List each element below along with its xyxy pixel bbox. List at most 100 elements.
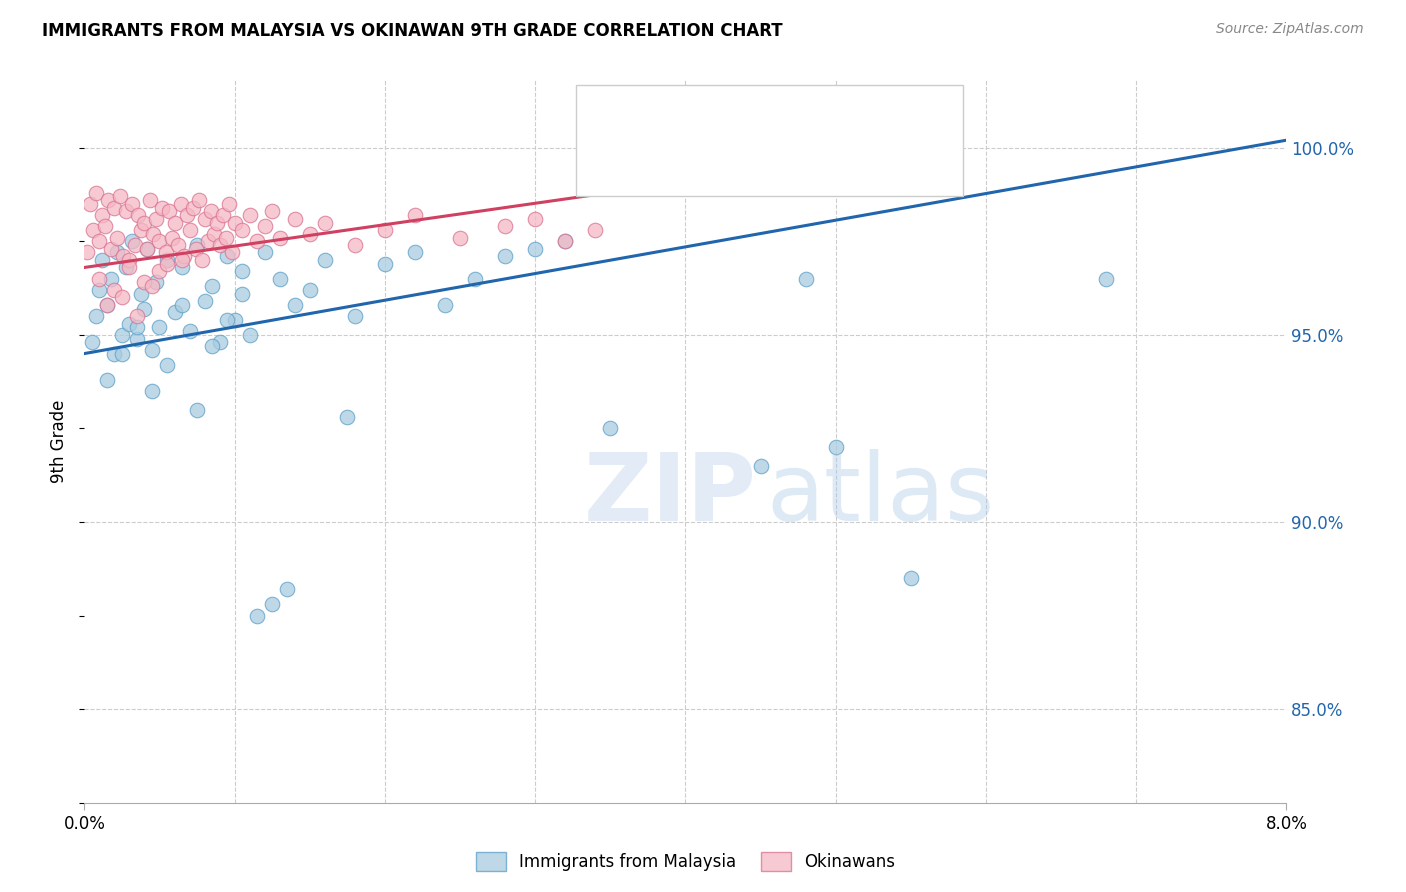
Point <box>91 252 114 267</box>
Point <box>145 276 167 290</box>
Point <box>749 458 772 473</box>
Text: R = 0.170    N = 64: R = 0.170 N = 64 <box>643 108 846 128</box>
Point <box>100 242 122 256</box>
Point <box>127 208 149 222</box>
Point <box>76 245 98 260</box>
Point <box>494 219 516 234</box>
Point <box>298 283 321 297</box>
Point <box>224 313 246 327</box>
Point <box>125 309 148 323</box>
Point <box>224 215 246 229</box>
Point <box>374 257 396 271</box>
Point <box>239 327 262 342</box>
Point <box>1095 271 1118 285</box>
Point <box>156 252 179 267</box>
Point <box>554 234 576 248</box>
Point <box>231 286 253 301</box>
Point <box>276 582 298 597</box>
Point <box>284 298 307 312</box>
Point <box>156 257 179 271</box>
Point <box>179 324 201 338</box>
Point <box>134 276 156 290</box>
Point <box>163 305 186 319</box>
Point <box>218 196 240 211</box>
Point <box>125 332 148 346</box>
Point <box>103 283 125 297</box>
Point <box>121 196 143 211</box>
Point <box>217 249 239 263</box>
Point <box>314 252 336 267</box>
Point <box>404 208 426 222</box>
Point <box>217 313 239 327</box>
Point <box>583 223 606 237</box>
Point <box>124 238 146 252</box>
Point <box>187 193 209 207</box>
Point <box>94 219 117 234</box>
Point <box>794 271 817 285</box>
Point <box>900 571 922 585</box>
Point <box>464 271 486 285</box>
Point <box>184 242 207 256</box>
Point <box>170 298 193 312</box>
Point <box>208 335 231 350</box>
Point <box>148 234 170 248</box>
Point <box>111 327 134 342</box>
Point <box>186 238 208 252</box>
Point <box>336 410 359 425</box>
Point <box>173 249 195 263</box>
Point <box>239 208 262 222</box>
Point <box>115 260 138 275</box>
Point <box>169 196 191 211</box>
Point <box>134 215 156 229</box>
Point <box>343 309 366 323</box>
Text: R = 0.415    N = 79: R = 0.415 N = 79 <box>643 150 846 169</box>
Point <box>131 223 153 237</box>
Point <box>118 260 141 275</box>
Point <box>86 309 108 323</box>
Point <box>208 238 231 252</box>
Point <box>269 271 291 285</box>
Point <box>190 252 212 267</box>
Point <box>205 215 228 229</box>
Text: atlas: atlas <box>766 449 994 541</box>
Point <box>156 358 179 372</box>
Point <box>131 286 153 301</box>
Point <box>201 279 224 293</box>
Point <box>134 301 156 316</box>
Point <box>86 186 108 200</box>
Point <box>298 227 321 241</box>
Point <box>253 219 276 234</box>
Point <box>214 230 236 244</box>
Point <box>89 271 111 285</box>
Point <box>221 245 243 260</box>
Point <box>141 343 163 357</box>
Point <box>194 211 217 226</box>
Point <box>200 204 222 219</box>
Point <box>284 211 307 226</box>
Point <box>170 252 193 267</box>
Point <box>121 234 143 248</box>
Point <box>374 223 396 237</box>
Point <box>231 264 253 278</box>
Point <box>141 279 163 293</box>
Point <box>211 208 233 222</box>
Point <box>96 373 118 387</box>
Point <box>246 234 269 248</box>
Point <box>89 283 111 297</box>
Point <box>89 234 111 248</box>
Point <box>170 260 193 275</box>
Point <box>599 421 621 435</box>
Point <box>136 242 159 256</box>
Point <box>139 193 162 207</box>
Point <box>554 234 576 248</box>
Point <box>231 223 253 237</box>
Point <box>157 204 180 219</box>
Point <box>145 211 167 226</box>
Point <box>269 230 291 244</box>
Point <box>148 264 170 278</box>
Text: ZIP: ZIP <box>583 449 756 541</box>
Point <box>141 384 163 398</box>
Point <box>201 339 224 353</box>
Point <box>343 238 366 252</box>
Point <box>824 440 846 454</box>
